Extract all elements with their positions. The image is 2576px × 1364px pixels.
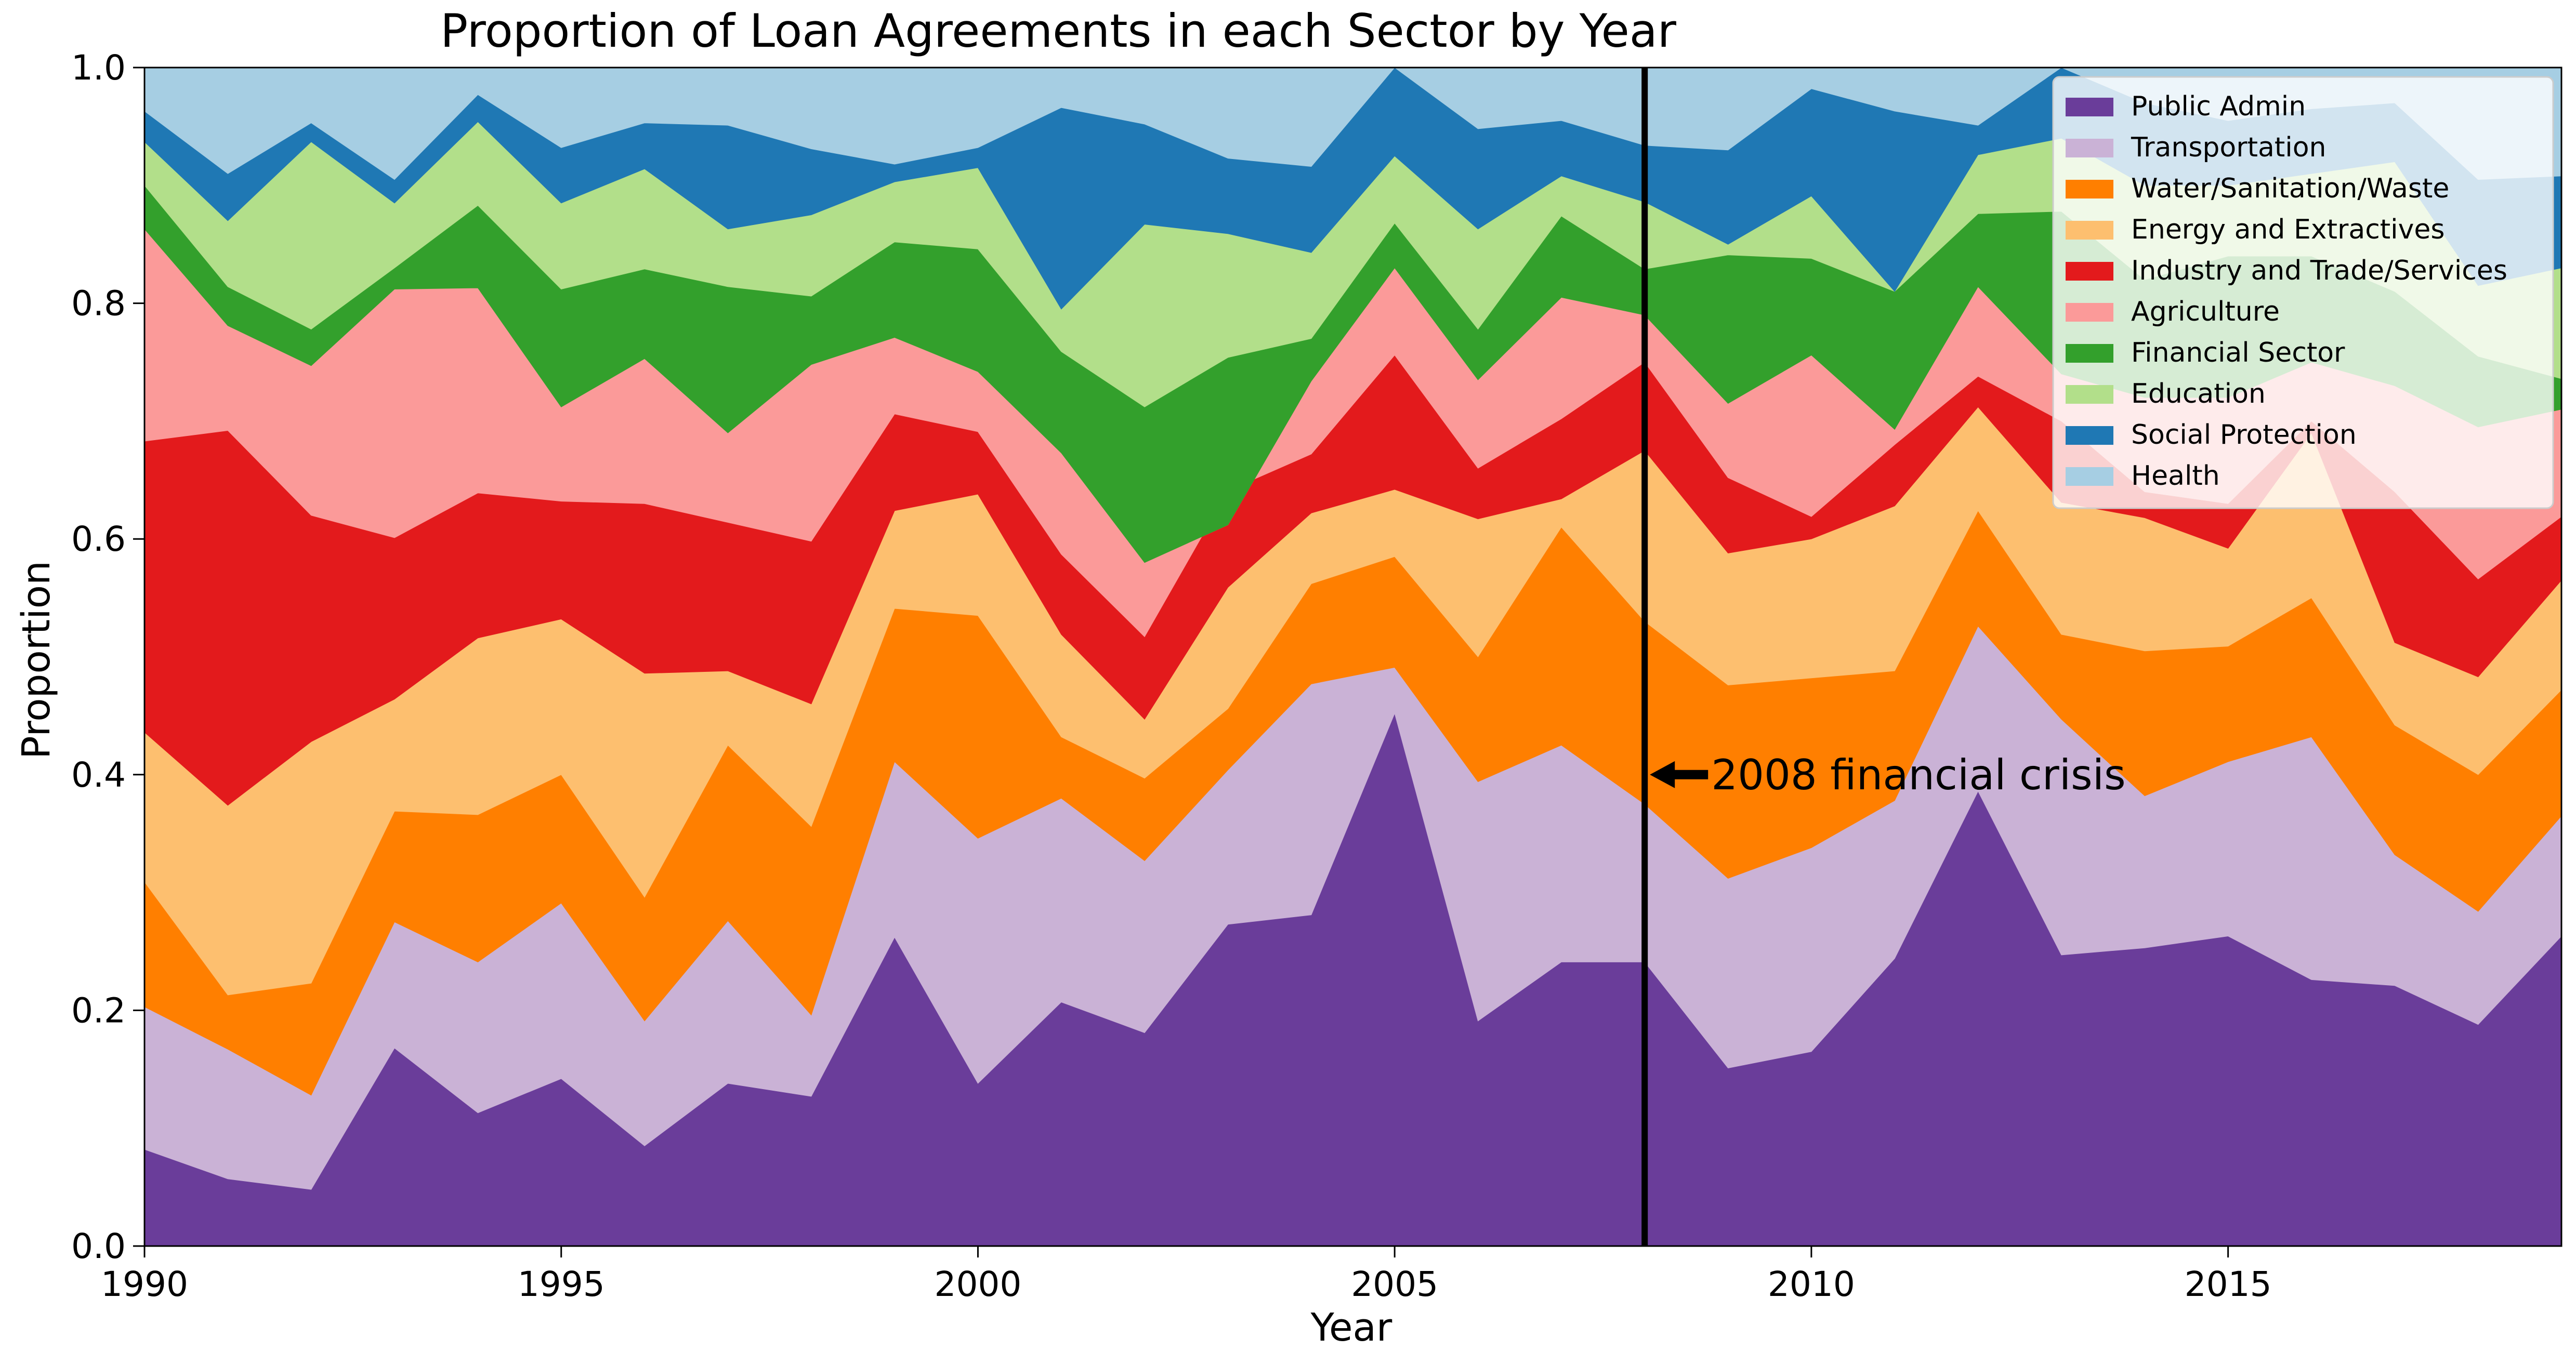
chart-title: Proportion of Loan Agreements in each Se… bbox=[440, 4, 1677, 58]
legend-label: Social Protection bbox=[2131, 419, 2357, 451]
legend-swatch bbox=[2066, 344, 2113, 363]
legend-label: Energy and Extractives bbox=[2131, 214, 2444, 245]
legend-label: Public Admin bbox=[2131, 91, 2306, 122]
x-tick-label: 2010 bbox=[1768, 1264, 1855, 1304]
legend-swatch bbox=[2066, 221, 2113, 240]
y-axis-label: Proportion bbox=[14, 561, 59, 759]
x-tick-label: 2000 bbox=[934, 1264, 1021, 1304]
legend-swatch bbox=[2066, 467, 2113, 486]
legend-label: Education bbox=[2131, 378, 2266, 409]
x-tick-label: 2005 bbox=[1351, 1264, 1438, 1304]
plot-frame bbox=[143, 67, 2562, 1247]
legend-items: Public Admin Transportation Water/Sanitati… bbox=[2066, 91, 2507, 492]
area-layers bbox=[144, 68, 2561, 1246]
y-tick-label: 1.0 bbox=[71, 48, 126, 88]
y-tick-label: 0.6 bbox=[71, 519, 126, 559]
legend-swatch bbox=[2066, 180, 2113, 198]
legend-swatch bbox=[2066, 303, 2113, 322]
x-tick-label: 2015 bbox=[2185, 1264, 2272, 1304]
x-tick-label: 1990 bbox=[101, 1264, 188, 1304]
legend-box bbox=[2052, 76, 2554, 509]
legend-label: Agriculture bbox=[2131, 296, 2280, 327]
y-tick-label: 0.2 bbox=[71, 990, 126, 1030]
x-axis-ticks: 1990 1995 2000 2005 2010 2015 bbox=[101, 1246, 2272, 1304]
y-tick-label: 0.8 bbox=[71, 284, 126, 324]
annotation-arrow-icon bbox=[1650, 761, 1708, 788]
legend-label: Health bbox=[2131, 460, 2220, 492]
legend-swatch bbox=[2066, 385, 2113, 404]
legend-label: Water/Sanitation/Waste bbox=[2131, 173, 2449, 204]
legend-label: Industry and Trade/Services bbox=[2131, 255, 2507, 286]
annotation-text: 2008 financial crisis bbox=[1711, 751, 2125, 799]
x-axis-label: Year bbox=[1310, 1305, 1392, 1350]
y-tick-label: 0.4 bbox=[71, 755, 126, 795]
legend-swatch bbox=[2066, 426, 2113, 445]
legend-label: Transportation bbox=[2131, 132, 2326, 163]
legend: Public Admin Transportation Water/Sanitati… bbox=[2052, 76, 2554, 509]
legend-swatch bbox=[2066, 139, 2113, 157]
y-axis-ticks: 0.0 0.2 0.4 0.6 0.8 1.0 bbox=[71, 48, 144, 1266]
area-health bbox=[144, 68, 2561, 180]
legend-swatch bbox=[2066, 98, 2113, 116]
annotation-group: 2008 financial crisis bbox=[1650, 751, 2126, 799]
legend-swatch bbox=[2066, 262, 2113, 281]
x-tick-label: 1995 bbox=[518, 1264, 605, 1304]
y-tick-label: 0.0 bbox=[71, 1226, 126, 1266]
legend-label: Financial Sector bbox=[2131, 337, 2345, 368]
